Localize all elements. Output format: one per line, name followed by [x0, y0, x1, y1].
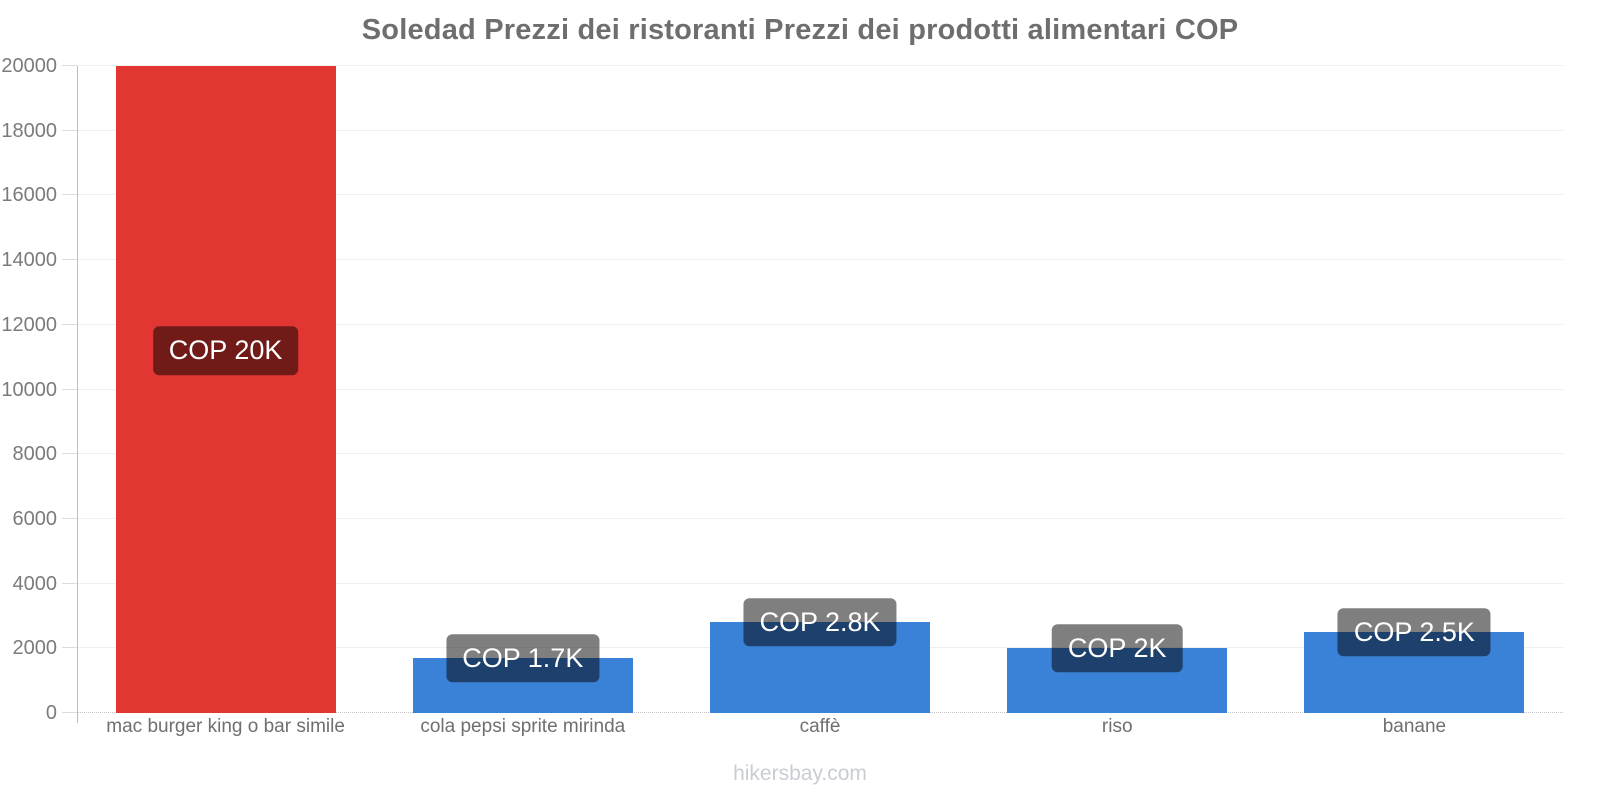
x-tick-label: caffè	[799, 716, 841, 737]
x-tick-label: cola pepsi sprite mirinda	[420, 716, 626, 737]
y-tick-mark	[62, 517, 77, 519]
y-tick-mark	[62, 259, 77, 261]
gridline	[77, 129, 1563, 131]
chart-title: Soledad Prezzi dei ristoranti Prezzi dei…	[361, 14, 1239, 46]
gridline	[77, 453, 1563, 455]
bar-group: COP 1.7K	[374, 66, 671, 713]
bar-1	[115, 66, 336, 713]
y-tick-mark	[62, 388, 77, 390]
x-tick-label: banane	[1382, 716, 1447, 737]
gridline	[77, 65, 1563, 66]
y-tick-label: 16000	[1, 184, 57, 207]
x-axis-labels: mac burger king o bar simile cola pepsi s…	[77, 716, 1563, 738]
y-tick-mark	[62, 194, 77, 196]
y-tick-mark	[62, 323, 77, 325]
bar-value-label: COP 20K	[152, 326, 299, 375]
y-tick-mark	[62, 65, 77, 66]
y-tick-label: 18000	[1, 119, 57, 142]
x-tick-label: mac burger king o bar simile	[106, 716, 345, 737]
bar-group: COP 20K	[77, 66, 374, 713]
y-tick-label: 10000	[1, 378, 57, 401]
y-tick-mark	[62, 712, 77, 713]
bars-container: COP 20K COP 1.7K COP 2.8K COP 2K COP 2.5K	[77, 66, 1563, 713]
y-tick-label: 12000	[1, 313, 57, 336]
watermark: hikersbay.com	[733, 762, 867, 785]
bar-value-label: COP 2.5K	[1337, 607, 1491, 657]
y-tick-label: 20000	[1, 55, 57, 77]
y-tick-mark	[62, 129, 77, 131]
bar-group: COP 2.8K	[671, 66, 968, 713]
y-tick-label: 14000	[1, 249, 57, 272]
x-tick-label: riso	[1101, 716, 1133, 737]
y-axis-labels: 0 2000 4000 6000 8000 10000 12000 14000 16000 180…	[0, 56, 77, 723]
gridline	[77, 388, 1563, 390]
gridline	[77, 517, 1563, 519]
y-tick-label: 0	[45, 702, 57, 724]
y-tick-mark	[62, 582, 77, 584]
y-tick-label: 8000	[12, 443, 58, 466]
y-tick-mark	[62, 453, 77, 455]
gridline	[77, 582, 1563, 584]
plot-area: COP 20K COP 1.7K COP 2.8K COP 2K COP 2.5K	[77, 65, 1563, 713]
bar-group: COP 2K	[969, 66, 1266, 713]
bar-group: COP 2.5K	[1266, 66, 1563, 713]
y-tick-label: 2000	[12, 637, 58, 660]
bar-value-label: COP 2.8K	[743, 598, 897, 647]
y-tick-label: 6000	[12, 507, 58, 530]
gridline	[77, 323, 1563, 325]
y-tick-mark	[62, 647, 77, 649]
y-axis-line	[77, 66, 78, 723]
bar-value-label: COP 2K	[1051, 624, 1183, 673]
gridline	[77, 259, 1563, 261]
y-tick-label: 4000	[12, 572, 58, 595]
bar-value-label: COP 1.7K	[446, 633, 600, 683]
gridline	[77, 194, 1563, 196]
